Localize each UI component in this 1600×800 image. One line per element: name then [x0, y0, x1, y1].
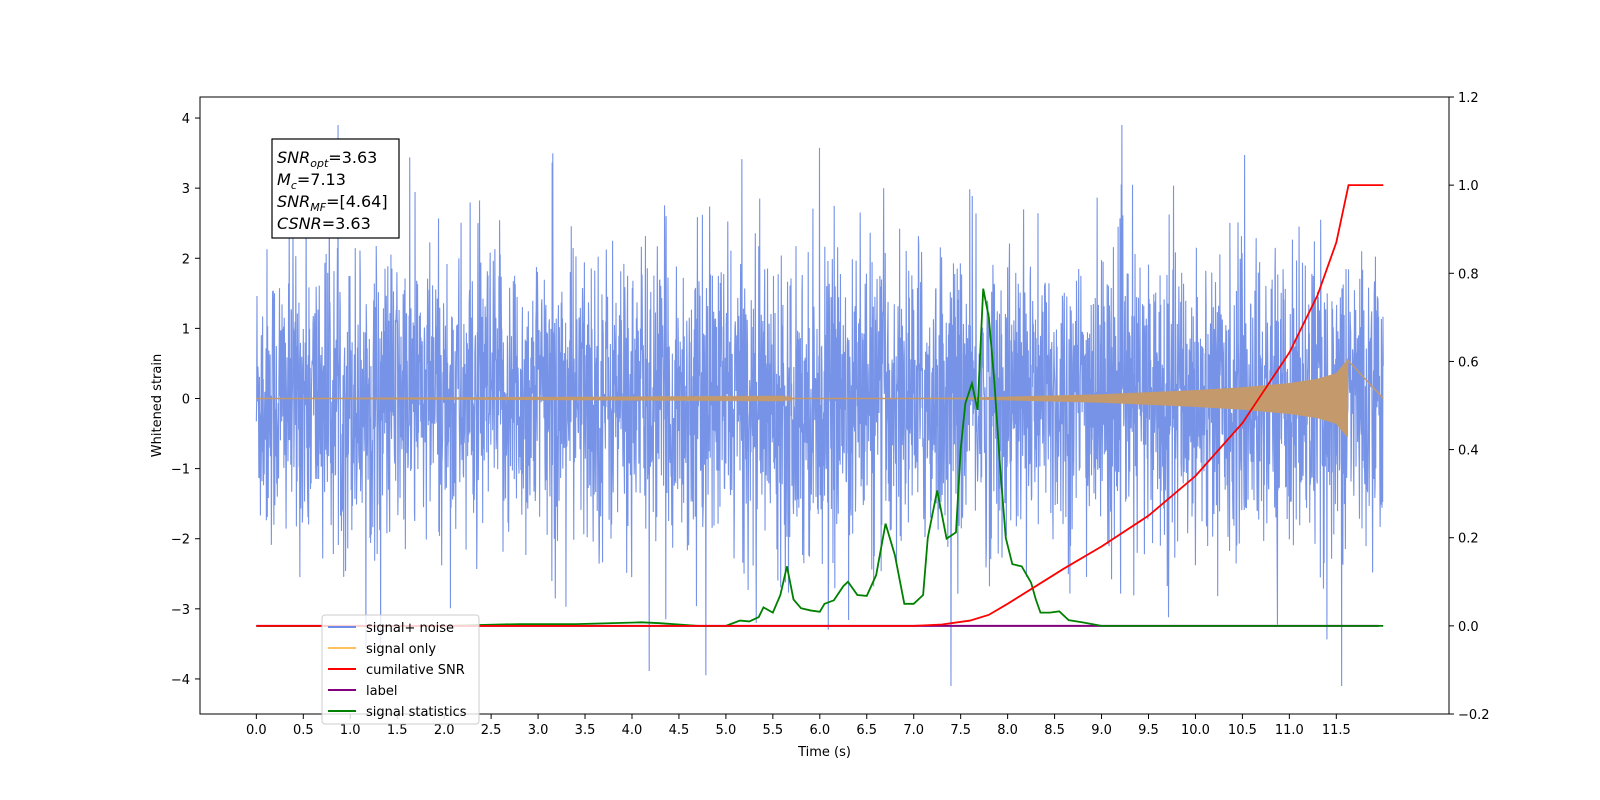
x-tick-label: 2.0 — [434, 723, 455, 738]
x-tick-label: 11.0 — [1275, 723, 1304, 738]
y-tick-label: −4 — [171, 673, 190, 688]
plot-area — [199, 96, 1450, 715]
x-tick-label: 6.0 — [809, 723, 830, 738]
y-right-tick-label: −0.2 — [1458, 708, 1490, 723]
series-signal-statistics — [256, 288, 1384, 627]
annotation-box-frame — [271, 138, 400, 239]
y-right-tick-label: 1.0 — [1458, 179, 1479, 194]
x-tick-label: 10.5 — [1228, 723, 1257, 738]
annotation-symbol: M — [277, 170, 291, 189]
annotation-line: SNRopt=3.63 — [277, 148, 377, 170]
x-tick-label: 11.5 — [1322, 723, 1351, 738]
annotation-line: SNRMF=[4.64] — [277, 192, 388, 214]
x-tick-label: 9.0 — [1091, 723, 1112, 738]
x-tick-label: 7.0 — [903, 723, 924, 738]
y-tick-label: 4 — [182, 112, 190, 127]
x-tick-label: 6.5 — [856, 723, 877, 738]
x-tick-label: 3.0 — [528, 723, 549, 738]
x-tick-label: 10.0 — [1181, 723, 1210, 738]
y-tick-label: 0 — [182, 392, 190, 407]
x-tick-label: 5.0 — [716, 723, 737, 738]
y-tick-label: 1 — [182, 322, 190, 337]
x-tick-label: 8.5 — [1044, 723, 1065, 738]
annotation-symbol: SNR — [277, 192, 310, 211]
x-tick-label: 4.5 — [669, 723, 690, 738]
x-tick-label: 2.5 — [481, 723, 502, 738]
y-tick-label: 3 — [182, 182, 190, 197]
x-tick-label: 1.0 — [340, 723, 361, 738]
annotation-subscript: MF — [310, 201, 326, 214]
x-tick-label: 9.5 — [1138, 723, 1159, 738]
annotation-symbol: SNR — [277, 148, 310, 167]
x-tick-label: 5.5 — [763, 723, 784, 738]
x-tick-label: 7.5 — [950, 723, 971, 738]
legend-label: signal+ noise — [366, 621, 454, 636]
annotation-symbol: CSNR — [277, 214, 322, 233]
annotation-line: Mc=7.13 — [277, 170, 346, 192]
y-right-tick-label: 0.0 — [1458, 620, 1479, 635]
annotation-value: =[4.64] — [326, 192, 388, 211]
annotation-subscript: c — [291, 179, 297, 192]
legend-label: cumilative SNR — [366, 663, 465, 678]
x-tick-label: 3.5 — [575, 723, 596, 738]
x-tick-label: 8.0 — [997, 723, 1018, 738]
legend-frame — [321, 614, 480, 725]
y-right-tick-label: 1.2 — [1458, 91, 1479, 106]
legend: signal+ noise signal only cumilative SNR la… — [321, 614, 480, 725]
y-right-tick-label: 0.2 — [1458, 532, 1479, 547]
annotation-subscript: opt — [310, 157, 329, 170]
y-tick-label: 2 — [182, 252, 190, 267]
annotation-value: =3.63 — [322, 214, 371, 233]
y-axis-right: 1.2 1.0 0.8 0.6 0.4 0.2 0.0 −0.2 — [1449, 91, 1490, 723]
legend-label: signal statistics — [366, 705, 467, 720]
series-layer — [255, 125, 1384, 686]
annotation-value: =3.63 — [328, 148, 377, 167]
x-axis: 0.0 0.5 1.0 1.5 2.0 2.5 3.0 3.5 4.0 4.5 5.0 5.5 6.0 6… — [246, 714, 1351, 738]
y-tick-label: −1 — [171, 463, 190, 478]
y-tick-label: −2 — [171, 533, 190, 548]
x-tick-label: 1.5 — [387, 723, 408, 738]
y-right-tick-label: 0.6 — [1458, 355, 1479, 370]
series-signal-only — [256, 358, 1384, 437]
y-axis-left: 4 3 2 1 0 −1 −2 −3 −4 — [171, 112, 200, 688]
annotation-value: =7.13 — [297, 170, 346, 189]
series-signal-noise — [255, 125, 1384, 686]
y-axis-label: Whitened strain — [150, 354, 165, 457]
series-cumulative-snr — [256, 184, 1384, 627]
legend-label: signal only — [366, 642, 436, 657]
x-axis-label: Time (s) — [797, 745, 851, 760]
y-right-tick-label: 0.8 — [1458, 267, 1479, 282]
x-tick-label: 4.0 — [622, 723, 643, 738]
x-tick-label: 0.0 — [246, 723, 267, 738]
y-tick-label: −3 — [171, 603, 190, 618]
legend-label: label — [366, 684, 397, 699]
plot-frame — [199, 96, 1450, 715]
x-tick-label: 0.5 — [293, 723, 314, 738]
annotation-line: CSNR=3.63 — [277, 214, 371, 233]
y-right-tick-label: 0.4 — [1458, 444, 1479, 459]
